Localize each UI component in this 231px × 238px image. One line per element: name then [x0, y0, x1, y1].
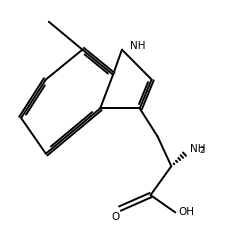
- Text: OH: OH: [177, 208, 193, 218]
- Text: O: O: [111, 212, 119, 222]
- Text: 2: 2: [199, 146, 204, 155]
- Text: NH: NH: [129, 41, 145, 51]
- Text: NH: NH: [189, 144, 204, 154]
